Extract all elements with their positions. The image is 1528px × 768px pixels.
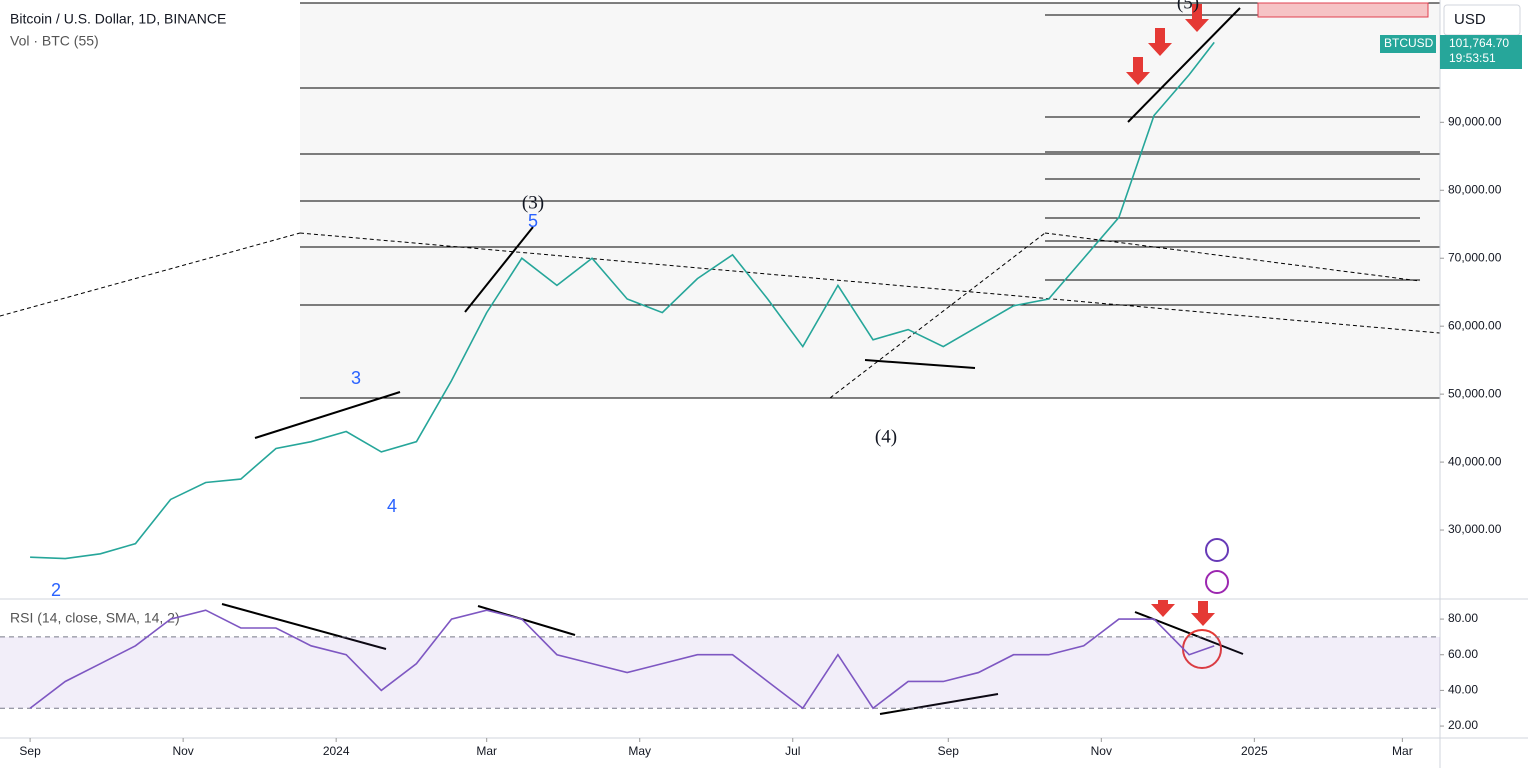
channel-lines	[0, 232, 1441, 399]
chart-title: Bitcoin / U.S. Dollar, 1D, BINANCE	[10, 11, 226, 27]
alert-icon[interactable]	[1205, 570, 1229, 594]
price-tag	[1440, 35, 1522, 69]
y-tick-label: 40.00	[1448, 683, 1478, 697]
x-tick-label: May	[628, 744, 651, 758]
y-tick-label: 80,000.00	[1448, 182, 1502, 196]
wave-label: 2	[51, 580, 61, 600]
x-tick-label: 2024	[323, 744, 350, 758]
y-tick-label: 50,000.00	[1448, 386, 1502, 400]
wave-label: 5	[528, 211, 538, 231]
trend-lines	[221, 7, 1244, 715]
series-line	[29, 609, 1215, 710]
symbol-tag	[1380, 35, 1436, 53]
currency[interactable]: USD	[1454, 11, 1486, 28]
rsi-legend: RSI (14, close, SMA, 14, 2)	[10, 610, 180, 626]
target-zone	[1257, 2, 1429, 18]
x-tick-label: Nov	[1091, 744, 1112, 758]
y-tick-label: 60.00	[1448, 647, 1478, 661]
assistant-icon[interactable]	[1205, 538, 1229, 562]
last-price: 101,764.70	[1449, 36, 1509, 50]
x-tick-label: Sep	[19, 744, 41, 758]
x-tick-label: Mar	[476, 744, 497, 758]
wave-label: 3	[351, 368, 361, 388]
volume-legend: Vol · BTC (55)	[10, 33, 99, 49]
wave-label: 4	[387, 496, 397, 516]
y-tick-label: 70,000.00	[1448, 250, 1502, 264]
y-tick-label: 30,000.00	[1448, 522, 1502, 536]
arrows	[1126, 4, 1215, 626]
x-tick-label: Nov	[172, 744, 193, 758]
wave-label: (4)	[875, 426, 897, 447]
x-tick-label: Jul	[785, 744, 800, 758]
symbol-label: BTCUSD	[1384, 36, 1434, 50]
y-tick-label: 20.00	[1448, 718, 1478, 732]
fib-lines	[300, 2, 1440, 399]
series-line	[30, 41, 1215, 560]
wave-label: (3)	[522, 192, 544, 213]
x-tick-label: 2025	[1241, 744, 1268, 758]
y-tick-label: 40,000.00	[1448, 454, 1502, 468]
x-tick-label: Sep	[938, 744, 960, 758]
y-tick-label: 60,000.00	[1448, 318, 1502, 332]
y-tick-label: 90,000.00	[1448, 114, 1502, 128]
x-tick-label: Mar	[1392, 744, 1413, 758]
countdown: 19:53:51	[1449, 51, 1496, 65]
wave-label: (5)	[1177, 0, 1199, 13]
rsi-band-fill	[0, 636, 1440, 709]
y-tick-label: 80.00	[1448, 611, 1478, 625]
